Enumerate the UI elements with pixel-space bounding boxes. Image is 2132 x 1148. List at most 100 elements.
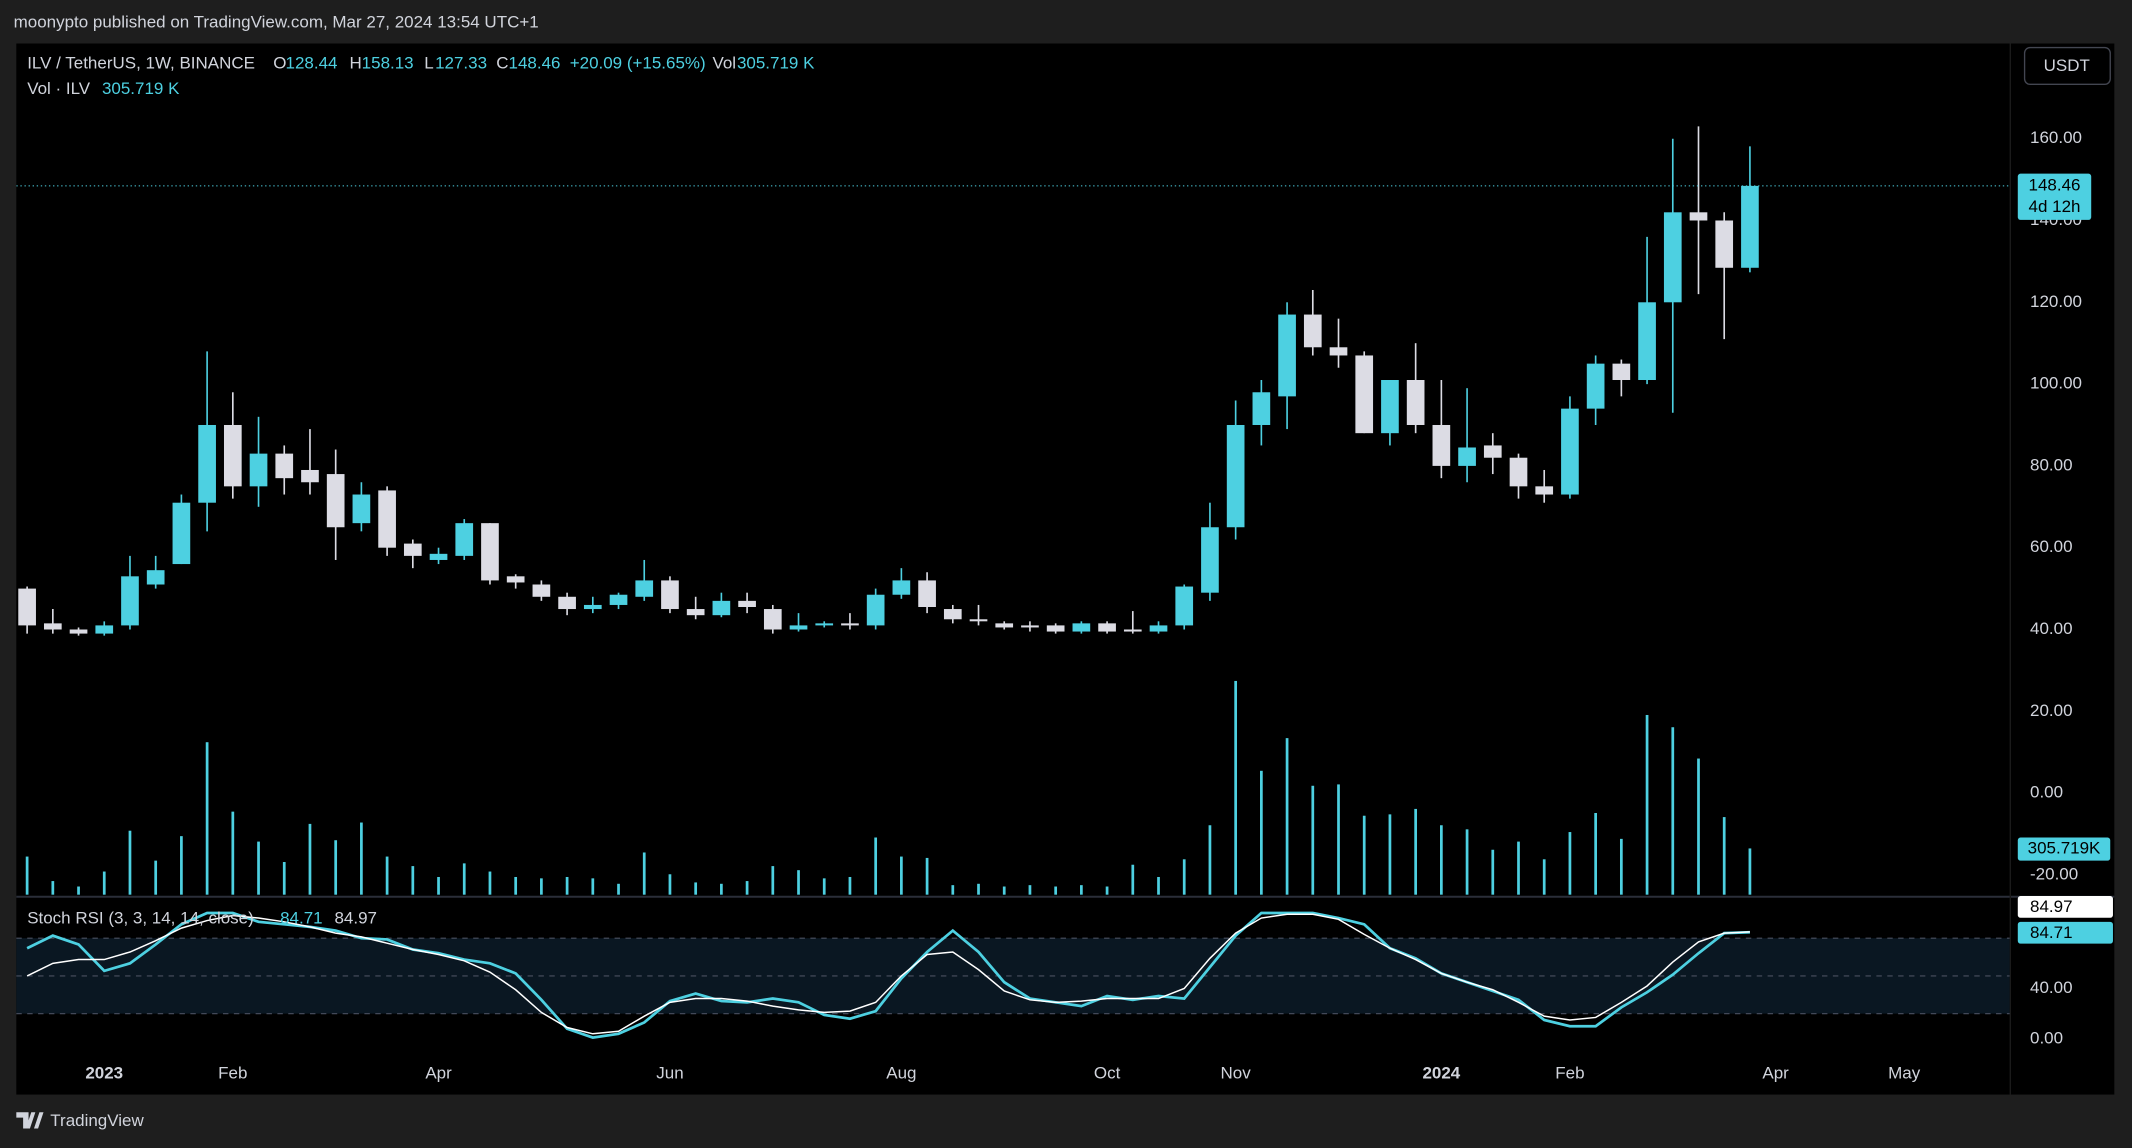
candle-body [1303, 314, 1322, 348]
volume-bar [745, 881, 749, 895]
volume-bar [1439, 825, 1443, 895]
candle-body [661, 580, 679, 610]
volume-bar [1594, 813, 1597, 895]
candle-body [1561, 408, 1579, 495]
volume-bar [1157, 876, 1160, 895]
volume-bar [102, 871, 106, 895]
volume-bar [1568, 832, 1572, 895]
currency-button[interactable] [2023, 46, 2111, 85]
x-tick-label: Aug [886, 1064, 916, 1083]
candle-body [1252, 392, 1271, 425]
volume-bar [1208, 825, 1212, 895]
candle-body [712, 600, 731, 616]
volume-bar [180, 836, 183, 895]
volume-bar [900, 856, 903, 895]
candle-body [69, 629, 88, 634]
x-tick-label: Feb [1555, 1064, 1584, 1083]
volume-bar [797, 870, 800, 895]
brand-name: TradingView [50, 1111, 144, 1130]
last-volume-label: 305.719K [2028, 839, 2101, 858]
y-tick-label: 80.00 [2030, 455, 2073, 474]
candle-body [969, 619, 988, 622]
legend-vol-label: Vol [712, 53, 736, 72]
candle-body [918, 580, 936, 608]
candle-body [146, 570, 165, 585]
candle-body [378, 490, 396, 548]
volume-bar [642, 852, 646, 895]
volume-bar [385, 856, 389, 895]
candle-body [1535, 486, 1554, 495]
volume-bar [1311, 785, 1315, 895]
volume-bar [1080, 885, 1083, 895]
brand-logo [16, 1112, 44, 1129]
candle-body [1149, 625, 1168, 632]
currency-button-label[interactable]: USDT [2044, 56, 2090, 75]
volume-bar [540, 878, 543, 895]
volume-bar [1388, 814, 1392, 895]
main-pane [16, 126, 2010, 895]
volume-bar [205, 742, 209, 895]
candle-body [1638, 302, 1656, 381]
candle-body [1329, 347, 1348, 356]
header-text: moonypto published on TradingView.com, M… [14, 13, 539, 32]
volume-bar [694, 882, 698, 895]
candle-body [1278, 314, 1296, 397]
stoch-pane [16, 937, 2010, 1015]
volume-bar [488, 871, 492, 895]
last-price-box [2017, 173, 2092, 220]
y-tick-label: 40.00 [2030, 619, 2073, 638]
candle-body [1406, 380, 1425, 425]
candle-body [1175, 586, 1194, 626]
volume-bar [411, 866, 415, 895]
candle-body [841, 623, 859, 626]
stoch-tick-label: 40.00 [2030, 978, 2073, 997]
volume-bar [1465, 829, 1469, 895]
x-tick-label: Apr [1762, 1064, 1789, 1083]
volume-bar [720, 883, 723, 895]
candle-body [1612, 363, 1631, 381]
candle-body [172, 502, 191, 565]
candle-body [1381, 380, 1399, 434]
stoch-d-legend: 84.97 [334, 909, 377, 928]
candle-body [1432, 424, 1451, 466]
candle-body [275, 453, 294, 479]
x-tick-label: 2023 [85, 1064, 123, 1083]
volume-bar [1542, 859, 1546, 895]
volume-bar [128, 830, 132, 895]
volume-bar [1028, 885, 1032, 895]
y-tick-label: 20.00 [2030, 701, 2073, 720]
volume-bar [668, 874, 672, 895]
stoch-lines [26, 911, 1750, 1039]
legend-close-label: C [496, 53, 508, 72]
y-tick-label: 160.00 [2030, 128, 2082, 147]
y-tick-label: -20.00 [2030, 864, 2078, 883]
candle-body [763, 609, 782, 630]
volume-bar [334, 840, 338, 895]
volume-bar [617, 883, 620, 895]
volume-bar [1054, 886, 1058, 895]
candle-body [95, 625, 114, 634]
x-tick-label: Jun [656, 1064, 683, 1083]
volume-bar [1517, 841, 1520, 895]
volume-bar [1362, 815, 1366, 895]
volume-bar [977, 883, 980, 895]
legend-low-label: L [424, 53, 433, 72]
stoch-line [26, 913, 1750, 1035]
candle-body [1663, 212, 1682, 303]
candle-body [1021, 625, 1039, 628]
candle-body [1072, 623, 1091, 632]
x-tick-label: 2024 [1422, 1064, 1460, 1083]
candle-body [1483, 445, 1502, 458]
volume-bar [77, 886, 80, 895]
y-tick-label: 120.00 [2030, 292, 2082, 311]
candle-body [532, 584, 551, 597]
volume-bar [1105, 886, 1109, 895]
volume-bar [1491, 849, 1495, 895]
stoch-value-box [2017, 921, 2113, 944]
volume-bar [1285, 738, 1289, 895]
volume-bar [1260, 770, 1263, 895]
symbol-title: ILV / TetherUS, 1W, BINANCE [27, 53, 255, 72]
volume-bar [25, 856, 29, 895]
candle-body [121, 576, 139, 626]
volume-bar [1414, 808, 1418, 895]
